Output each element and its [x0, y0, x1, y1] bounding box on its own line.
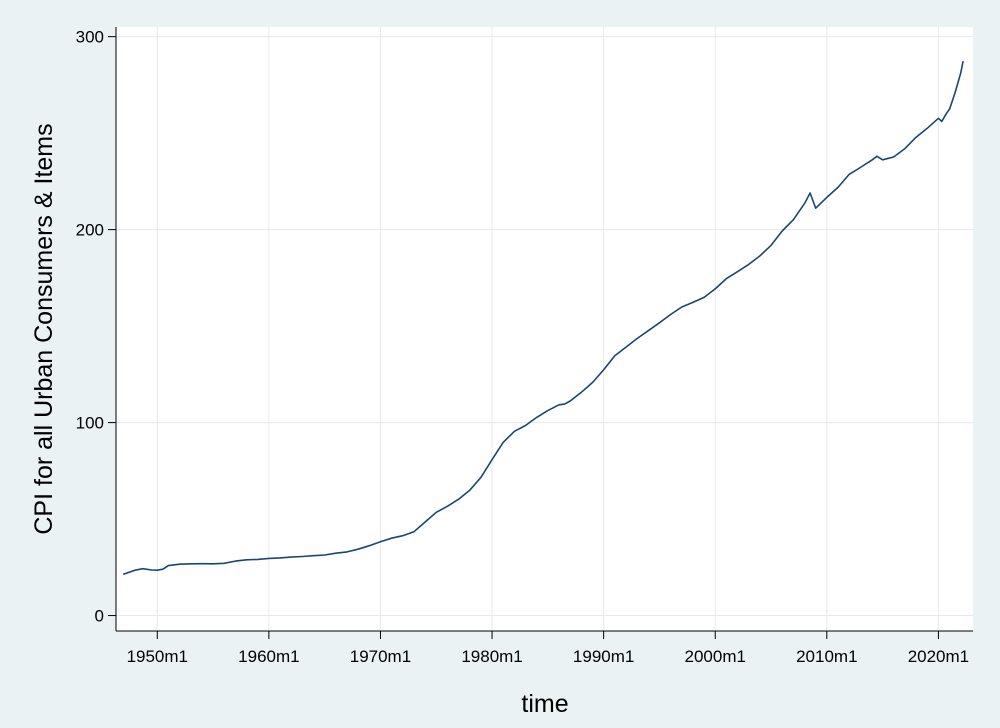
cpi-series-line: [123, 60, 964, 575]
x-tick-label: 1990m1: [573, 647, 634, 666]
y-tick-label: 0: [95, 607, 104, 626]
y-tick-label: 200: [76, 221, 104, 240]
plot-area: [116, 27, 973, 631]
y-tick-label: 100: [76, 414, 104, 433]
tick-labels: 0 100 200 300 1950m1 1960m1 1970m1 1980m1 1990m1…: [76, 28, 970, 666]
y-axis-title: CPI for all Urban Consumers & Items: [30, 123, 58, 534]
x-tick-label: 2020m1: [908, 647, 969, 666]
x-tick-label: 2000m1: [685, 647, 746, 666]
x-tick-label: 2010m1: [796, 647, 857, 666]
x-axis-title: time: [521, 690, 568, 718]
x-tick-label: 1960m1: [238, 647, 299, 666]
series-layer: [123, 60, 964, 575]
axes: [108, 27, 973, 639]
x-tick-label: 1980m1: [461, 647, 522, 666]
x-tick-label: 1970m1: [350, 647, 411, 666]
x-tick-label: 1950m1: [127, 647, 188, 666]
y-tick-label: 300: [76, 28, 104, 47]
grid-lines: [116, 27, 973, 631]
